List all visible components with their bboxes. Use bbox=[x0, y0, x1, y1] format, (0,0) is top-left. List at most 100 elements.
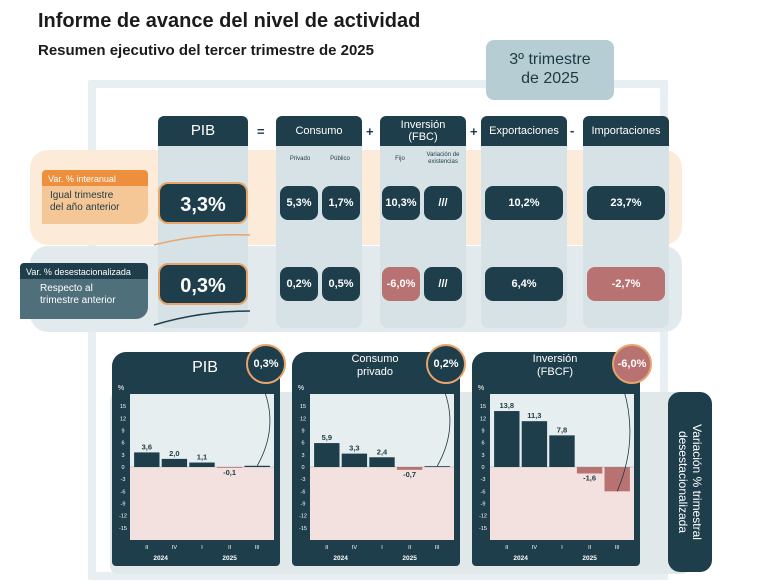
bar bbox=[314, 443, 340, 467]
interanual-publico-value: 1,7% bbox=[322, 186, 360, 220]
bar bbox=[494, 411, 520, 467]
bar bbox=[521, 421, 548, 467]
data-label: 3,3 bbox=[349, 444, 359, 453]
y-tick-label: -3 bbox=[301, 477, 306, 483]
bar bbox=[604, 467, 630, 492]
y-tick-label: 3 bbox=[121, 453, 124, 459]
x-tick-label: II bbox=[228, 545, 232, 551]
y-tick-label: 6 bbox=[481, 441, 484, 447]
desestacionalizada-fijo-value: -6,0% bbox=[382, 267, 420, 301]
decorative-curves bbox=[153, 233, 251, 326]
y-tick-label: 12 bbox=[120, 416, 126, 422]
y-tick-label: 3 bbox=[301, 453, 304, 459]
year-label: 2024 bbox=[333, 555, 348, 562]
chart-pib: % 15 12 9 6 3 0 -3 -6 -9 -12 -15 3,6 II 2,0 IV 1,1 I -0,1 I… bbox=[118, 385, 274, 562]
fijo-label: Fijo bbox=[395, 156, 405, 162]
bar bbox=[161, 458, 188, 467]
y-tick-label: 12 bbox=[480, 416, 486, 422]
y-axis-label: % bbox=[298, 385, 304, 392]
y-tick-label: 15 bbox=[480, 404, 486, 410]
desestacionalizada-desc-line-1: Respecto al bbox=[40, 283, 93, 294]
y-tick-label: -9 bbox=[301, 502, 306, 508]
connector-curve bbox=[256, 387, 271, 466]
y-tick-label: -6 bbox=[481, 489, 486, 495]
x-tick-label: II bbox=[145, 545, 149, 551]
bar bbox=[216, 467, 243, 468]
chart-consumo: % 15 12 9 6 3 0 -3 -6 -9 -12 -15 5,9 II 3,3 IV 2,4 I -0,7 I… bbox=[298, 385, 454, 562]
interanual-desc: Igual trimestre del año anterior bbox=[42, 186, 148, 224]
importaciones-header: Importaciones bbox=[583, 116, 669, 146]
y-tick-label: 6 bbox=[121, 441, 124, 447]
plot-area-negative bbox=[310, 467, 454, 540]
bar bbox=[244, 465, 270, 467]
year-label: 2024 bbox=[513, 555, 528, 562]
bar bbox=[369, 457, 395, 467]
data-label: 11,3 bbox=[527, 411, 541, 420]
y-tick-label: 15 bbox=[120, 404, 126, 410]
y-tick-label: -15 bbox=[119, 526, 127, 532]
chart-title-inversion-line-1: Inversión bbox=[532, 353, 578, 365]
bar bbox=[396, 467, 423, 470]
x-tick-label: III bbox=[255, 545, 260, 551]
x-tick-label: I bbox=[381, 545, 383, 551]
desestacionalizada-existencias-value: /// bbox=[424, 267, 462, 301]
side-label: Variación % trimestral desestacionalizada bbox=[668, 392, 712, 572]
desestacionalizada-desc-line-2: trimestre anterior bbox=[40, 295, 116, 306]
connector-curve bbox=[436, 387, 451, 467]
badge-pib: 0,3% bbox=[246, 344, 286, 384]
x-tick-label: III bbox=[615, 545, 620, 551]
data-label: 7,8 bbox=[557, 425, 567, 434]
plus-sign-1: + bbox=[366, 124, 374, 139]
interanual-desc-line-2: del año anterior bbox=[50, 202, 120, 213]
y-tick-label: 6 bbox=[301, 441, 304, 447]
x-tick-label: I bbox=[561, 545, 563, 551]
y-tick-label: -9 bbox=[121, 502, 126, 508]
desestacionalizada-exportaciones-value: 6,4% bbox=[485, 267, 563, 301]
data-label: 1,1 bbox=[197, 453, 207, 462]
page-title: Informe de avance del nivel de actividad bbox=[38, 10, 421, 32]
y-tick-label: -6 bbox=[121, 489, 126, 495]
chart-title-pib: PIB bbox=[192, 359, 218, 376]
x-tick-label: I bbox=[201, 545, 203, 551]
chart-title-inversion: Inversión (FBCF) bbox=[500, 353, 610, 379]
interanual-importaciones-value: 23,7% bbox=[587, 186, 665, 220]
page-subtitle: Resumen ejecutivo del tercer trimestre d… bbox=[38, 42, 374, 59]
privado-label: Privado bbox=[289, 156, 311, 162]
chart-title-inversion-line-2: (FBCF) bbox=[536, 366, 574, 378]
year-label: 2024 bbox=[153, 555, 168, 562]
minus-sign: - bbox=[570, 123, 575, 138]
variacion-label: Variación de existencias bbox=[420, 152, 466, 166]
x-tick-label: IV bbox=[352, 545, 358, 551]
interanual-exportaciones-value: 10,2% bbox=[485, 186, 563, 220]
x-tick-label: II bbox=[325, 545, 329, 551]
x-tick-label: IV bbox=[172, 545, 178, 551]
y-tick-label: 12 bbox=[300, 416, 306, 422]
interanual-tag: Var. % interanual bbox=[42, 170, 148, 188]
quarter-line-2: de 2025 bbox=[521, 70, 579, 87]
year-label: 2025 bbox=[402, 555, 417, 562]
y-tick-label: 15 bbox=[300, 404, 306, 410]
y-tick-label: 9 bbox=[481, 429, 484, 435]
chart-title-consumo-line-2: privado bbox=[356, 366, 394, 378]
x-tick-label: II bbox=[505, 545, 509, 551]
desestacionalizada-privado-value: 0,2% bbox=[280, 267, 318, 301]
desestacionalizada-tag: Var. % desestacionalizada bbox=[20, 263, 148, 281]
desestacionalizada-desc: Respecto al trimestre anterior bbox=[20, 279, 148, 319]
y-tick-label: 9 bbox=[301, 429, 304, 435]
pib-header: PIB bbox=[158, 116, 248, 146]
bar bbox=[341, 453, 368, 467]
inversion-header: Inversión (FBC) bbox=[380, 116, 466, 146]
inversion-header-line-1: Inversión bbox=[400, 119, 446, 131]
year-label: 2025 bbox=[222, 555, 237, 562]
data-label: 2,4 bbox=[377, 447, 388, 456]
data-label: 3,6 bbox=[142, 442, 152, 451]
bar bbox=[424, 466, 450, 467]
y-tick-label: -12 bbox=[479, 514, 487, 520]
y-tick-label: -15 bbox=[479, 526, 487, 532]
side-label-line-1: Variación % trimestral bbox=[690, 424, 704, 540]
data-label: 13,8 bbox=[499, 401, 514, 410]
equals-sign: = bbox=[257, 124, 265, 139]
y-tick-label: 9 bbox=[121, 429, 124, 435]
exportaciones-header: Exportaciones bbox=[481, 116, 567, 146]
connector-curve bbox=[616, 387, 631, 492]
